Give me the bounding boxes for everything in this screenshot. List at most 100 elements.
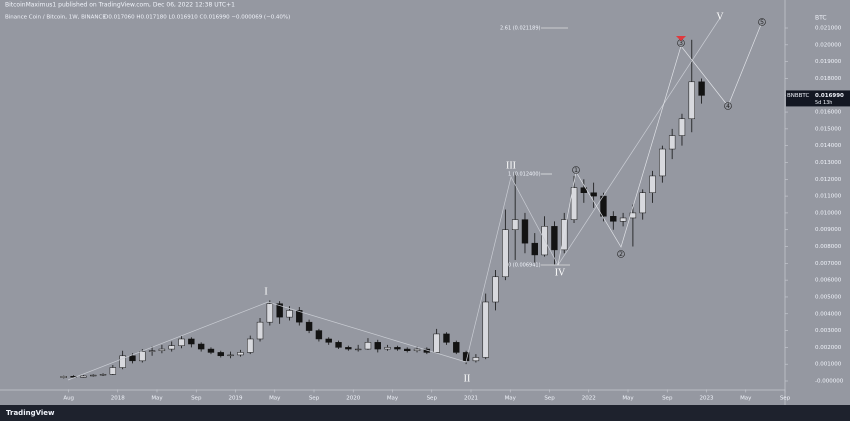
price-countdown: 5d 13h xyxy=(815,100,832,106)
x-tick-label: Aug xyxy=(63,396,74,402)
wave-label: I xyxy=(264,286,267,297)
y-tick-label: 0.016000 xyxy=(815,110,842,116)
fib-label: 2.61 (0.021189) xyxy=(500,26,541,32)
x-tick-label: Sep xyxy=(780,396,791,402)
wave-label: IV xyxy=(555,267,566,278)
top-marker xyxy=(676,36,686,41)
x-tick-label: Sep xyxy=(544,396,555,402)
footer-logo: TradingView xyxy=(6,409,55,417)
candle-body xyxy=(266,303,274,323)
x-tick-label: 2021 xyxy=(464,396,478,402)
legend-title: Binance Coin / Bitcoin, 1W, BINANCE xyxy=(5,15,106,21)
candle-body xyxy=(305,321,313,331)
fib-label: 0 (0.006941) xyxy=(508,263,541,269)
candle-body xyxy=(511,219,519,230)
y-tick-label: 0.021000 xyxy=(815,26,842,32)
candle-body xyxy=(619,217,627,222)
y-tick-label: 0.020000 xyxy=(815,42,842,48)
x-tick-label: 2022 xyxy=(582,396,596,402)
candle-body xyxy=(335,342,342,348)
x-tick-label: 2019 xyxy=(229,396,243,402)
candle-body xyxy=(551,226,558,251)
y-tick-label: 0.005000 xyxy=(815,294,842,300)
candle-body xyxy=(217,352,224,357)
subwave-circle xyxy=(724,102,732,110)
y-tick-label: 0.007000 xyxy=(815,261,842,267)
candle-body xyxy=(99,374,107,376)
candle-body xyxy=(659,148,666,177)
candle-body xyxy=(374,342,381,350)
candle-body xyxy=(541,226,548,256)
candle-body xyxy=(629,212,637,219)
footer-bar xyxy=(0,405,850,421)
candle-body xyxy=(688,81,695,120)
y-tick-label: 0.010000 xyxy=(815,210,842,216)
candle-body xyxy=(678,118,686,136)
y-tick-label: 0.001000 xyxy=(815,362,842,368)
candle-body xyxy=(256,321,264,340)
subwave-label: 5 xyxy=(760,19,764,26)
subwave-label: 4 xyxy=(726,103,730,110)
candle-body xyxy=(345,347,352,350)
candle-body xyxy=(394,347,401,350)
y-tick-label: 0.006000 xyxy=(815,278,842,284)
axis-unit: BTC xyxy=(815,15,827,22)
header: BitcoinMaximus1 published on TradingView… xyxy=(5,2,235,9)
candle-body xyxy=(649,175,656,193)
candle-body xyxy=(80,375,87,378)
candle-body xyxy=(129,355,136,362)
candle-body xyxy=(315,330,323,340)
y-tick-label: 0.014000 xyxy=(815,143,842,149)
y-tick-label: 0.013000 xyxy=(815,160,842,166)
x-tick-label: Sep xyxy=(191,396,202,402)
candle-body xyxy=(364,342,372,350)
candle-body xyxy=(325,338,332,343)
y-tick-label: 0.019000 xyxy=(815,59,842,65)
y-tick-label: 0.004000 xyxy=(815,311,842,317)
price-symbol: BNBBTC xyxy=(787,93,809,99)
x-tick-label: May xyxy=(269,396,281,402)
legend-ohlc: O0.017060 H0.017180 L0.016910 C0.016990 … xyxy=(104,15,290,21)
candle-body xyxy=(531,242,538,256)
candle-body xyxy=(472,357,480,362)
candle-body xyxy=(168,345,175,350)
candle-body xyxy=(698,81,705,96)
subwave-label: 1 xyxy=(574,167,578,174)
x-tick-label: May xyxy=(387,396,399,402)
candle-body xyxy=(178,338,185,346)
x-tick-label: May xyxy=(151,396,163,402)
y-tick-label: 0.011000 xyxy=(815,194,842,200)
candle-body xyxy=(90,374,97,377)
candle-body xyxy=(668,135,676,150)
candle-body xyxy=(227,354,234,357)
x-tick-label: May xyxy=(740,396,752,402)
price-value: 0.016990 xyxy=(815,93,844,99)
candle-body xyxy=(247,338,254,353)
y-tick-label: 0.009000 xyxy=(815,227,842,233)
x-tick-label: May xyxy=(505,396,517,402)
candle-body xyxy=(492,276,499,303)
candles xyxy=(60,39,705,379)
subwave-circle xyxy=(617,250,625,258)
candle-body xyxy=(158,348,166,351)
y-tick-label: 0.015000 xyxy=(815,126,842,132)
candle-body xyxy=(610,216,617,222)
candle-body xyxy=(384,347,391,350)
y-tick-label: 0.008000 xyxy=(815,244,842,250)
wave-label: V xyxy=(716,11,724,22)
candle-body xyxy=(404,348,411,351)
candle-body xyxy=(443,333,450,343)
candle-body xyxy=(590,192,597,197)
candle-body xyxy=(639,192,646,214)
subwave-label: 2 xyxy=(619,251,623,258)
price-tag xyxy=(786,90,850,107)
candle-body xyxy=(188,338,195,345)
subwave-markers xyxy=(572,18,766,258)
x-tick-label: Sep xyxy=(427,396,438,402)
candle-body xyxy=(482,301,489,358)
y-tick-label: 0.003000 xyxy=(815,328,842,334)
candle-body xyxy=(286,310,293,318)
subwave-circle xyxy=(572,166,580,174)
y-tick-label: 0.002000 xyxy=(815,345,842,351)
